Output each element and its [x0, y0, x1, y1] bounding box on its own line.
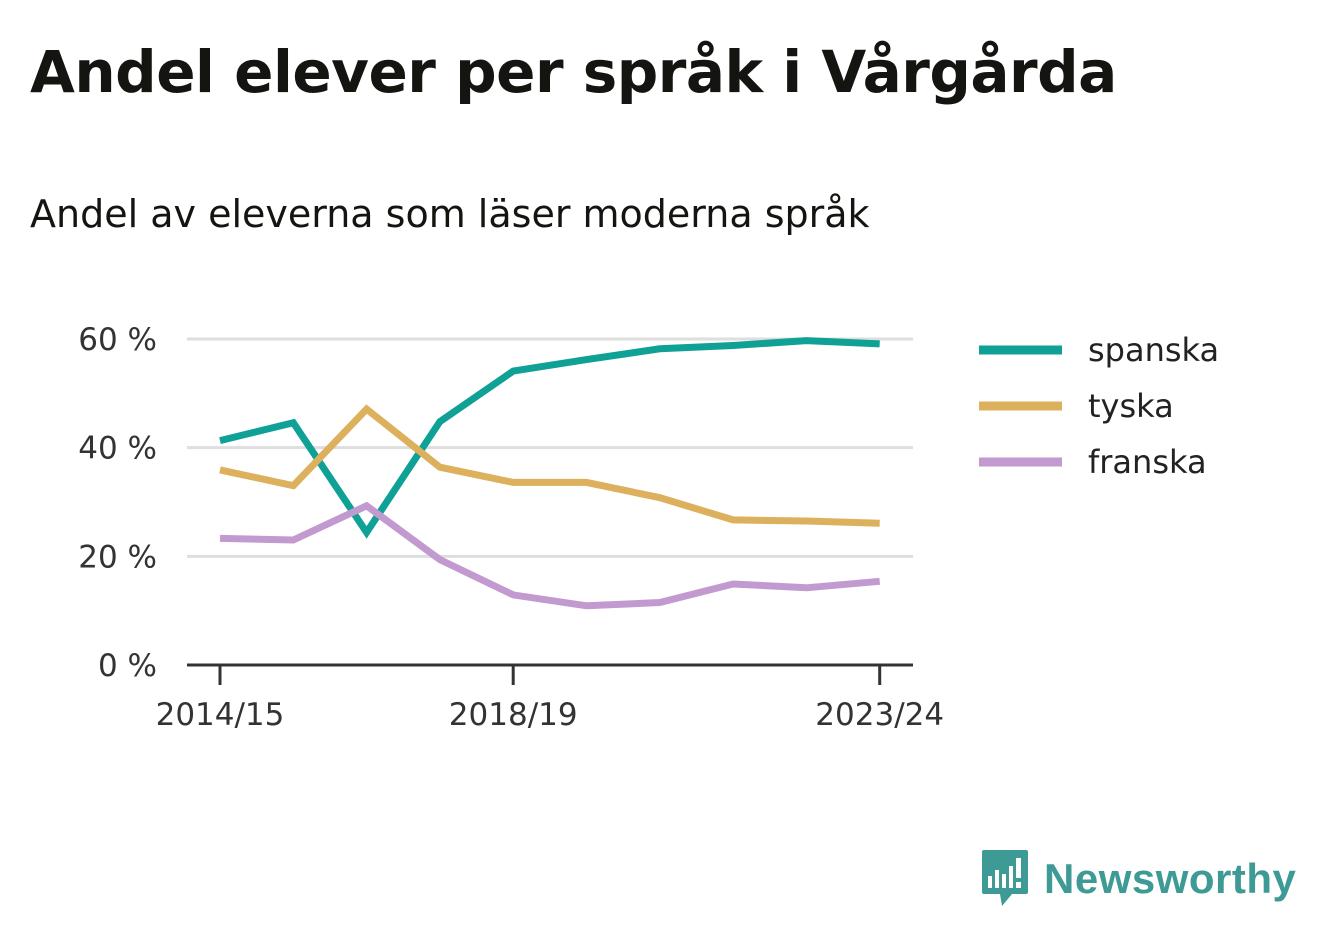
chart-subtitle: Andel av eleverna som läser moderna språ…	[30, 192, 870, 236]
x-tick-label: 2018/19	[449, 697, 578, 733]
legend-label-franska: franska	[1088, 443, 1207, 481]
y-tick-label: 60 %	[78, 322, 157, 358]
legend: spanska tyska franska	[979, 331, 1219, 481]
y-tick-label: 0 %	[98, 648, 157, 684]
legend-label-spanska: spanska	[1088, 331, 1219, 369]
chart-title: Andel elever per språk i Vårgårda	[30, 38, 1117, 106]
series-lines	[219, 337, 881, 610]
legend-label-tyska: tyska	[1088, 387, 1174, 425]
brand-name: Newsworthy	[1044, 855, 1297, 902]
newsworthy-logo-icon	[982, 850, 1028, 906]
x-axis: 2014/15 2018/19 2023/24	[156, 663, 944, 733]
newsworthy-brand: Newsworthy	[980, 848, 1296, 910]
series-line-franska	[219, 501, 881, 610]
x-tick-label: 2023/24	[815, 697, 944, 733]
y-tick-label: 20 %	[78, 539, 157, 575]
y-tick-label: 40 %	[78, 431, 157, 467]
x-tick-label: 2014/15	[156, 697, 285, 733]
series-line-spanska	[219, 337, 880, 539]
y-axis-ticks: 0 % 20 % 40 % 60 %	[78, 322, 157, 684]
series-line-tyska	[219, 404, 880, 527]
